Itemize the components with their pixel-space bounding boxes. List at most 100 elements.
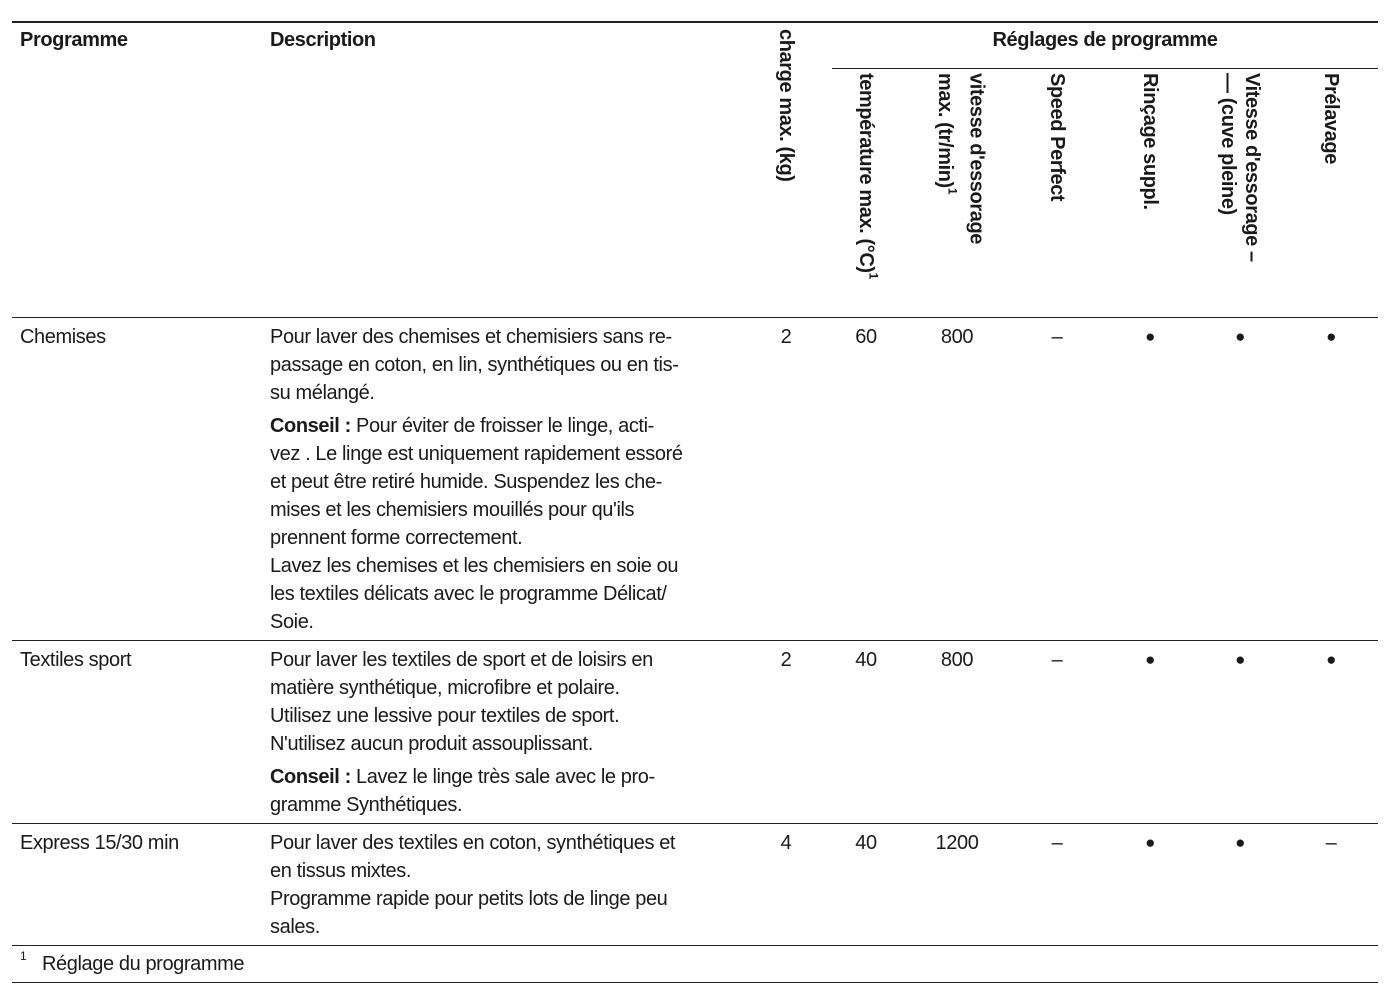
description: Pour laver des chemises et chemisiers sa… — [270, 323, 750, 636]
description: Pour laver des textiles en coton, synthé… — [270, 829, 750, 941]
header-setting-line: vitesse d'essorage — [965, 73, 989, 244]
programme-name: Express 15/30 min — [20, 832, 179, 854]
header-programme: Programme — [20, 29, 128, 51]
description-line: Conseil : Pour éviter de froisser le lin… — [270, 412, 750, 440]
header-text: vitesse d'essorage — [965, 73, 988, 244]
table-body: Chemises Pour laver des chemises et chemi… — [12, 318, 1378, 946]
cell-value: ● — [1145, 833, 1155, 852]
header-setting: Prélavage — [1319, 73, 1343, 164]
cell-value: – — [1051, 832, 1063, 854]
cell-value: 2 — [780, 326, 792, 348]
footnote-text: Réglage du programme — [42, 953, 245, 975]
description-text: Pour éviter de froisser le linge, acti- — [350, 415, 654, 437]
description-line: Conseil : Lavez le linge très sale avec … — [270, 763, 750, 791]
description-text: Lavez les chemises et les chemisiers en … — [270, 555, 679, 577]
cell-value: 4 — [780, 832, 792, 854]
description-text: en tissus mixtes. — [270, 860, 412, 882]
description-text: su mélangé. — [270, 382, 375, 404]
footnote: 1 Réglage du programme — [12, 946, 1378, 983]
header-group: Réglages de programme — [992, 29, 1218, 51]
description-text: N'utilisez aucun produit assouplissant. — [270, 733, 593, 755]
description-text: et peut être retiré humide. Suspendez le… — [270, 471, 662, 493]
table: Programme Description charge max. (kg) R… — [12, 21, 1378, 983]
description-line: Utilisez une lessive pour textiles de sp… — [270, 702, 750, 730]
header-setting: Vitesse d'essorage – — (cuve pleine) — [1216, 73, 1264, 262]
header-text: Rinçage suppl. — [1139, 73, 1161, 210]
cell-value: ● — [1326, 650, 1336, 669]
cell-value: ● — [1326, 327, 1336, 346]
header-text: Speed Perfect — [1046, 73, 1068, 202]
cell-value: ● — [1145, 327, 1155, 346]
programme-name: Chemises — [20, 326, 106, 348]
header-setting-line: température max. (°C)1 — [854, 73, 886, 279]
description-text: mises et les chemisiers mouillés pour qu… — [270, 499, 635, 521]
description-line: Pour laver des textiles en coton, synthé… — [270, 829, 750, 857]
description-text: passage en coton, en lin, synthétiques o… — [270, 354, 679, 376]
description-line: prennent forme correctement. — [270, 524, 750, 552]
description-line: mises et les chemisiers mouillés pour qu… — [270, 496, 750, 524]
cell-value: – — [1051, 649, 1063, 671]
description-line: Programme rapide pour petits lots de lin… — [270, 885, 750, 913]
description-paragraph: Pour laver les textiles de sport et de l… — [270, 646, 750, 758]
description-line: gramme Synthétiques. — [270, 791, 750, 819]
programme-name: Textiles sport — [20, 649, 132, 671]
description-text: Programme rapide pour petits lots de lin… — [270, 888, 668, 910]
table-row: Chemises Pour laver des chemises et chemi… — [12, 318, 1378, 641]
description-text: Pour laver des textiles en coton, synthé… — [270, 832, 676, 854]
header-setting-line: — (cuve pleine) — [1216, 73, 1240, 262]
header-setting: Speed Perfect — [1045, 73, 1069, 201]
cell-value: – — [1325, 832, 1337, 854]
header-text: température max. (°C) — [855, 73, 877, 273]
description-line: Pour laver des chemises et chemisiers sa… — [270, 323, 750, 351]
header-description: Description — [270, 29, 376, 51]
cell-value: 800 — [940, 649, 974, 671]
header-setting-line: max. (tr/min)1 — [933, 73, 965, 244]
cell-value: ● — [1235, 650, 1245, 669]
cell-value: – — [1051, 326, 1063, 348]
cell-value: ● — [1145, 650, 1155, 669]
header-text: Prélavage — [1320, 73, 1342, 164]
description-text: gramme Synthétiques. — [270, 794, 463, 816]
description: Pour laver les textiles de sport et de l… — [270, 646, 750, 819]
footnote-ref: 1 — [945, 187, 960, 195]
footnote-mark: 1 — [20, 949, 27, 963]
description-text: Utilisez une lessive pour textiles de sp… — [270, 705, 620, 727]
header-setting-line: Rinçage suppl. — [1138, 73, 1162, 210]
header-text: max. (tr/min) — [934, 73, 956, 188]
description-text: Lavez le linge très sale avec le pro- — [350, 766, 655, 788]
tip-label: Conseil : — [270, 766, 351, 788]
description-paragraph: Conseil : Pour éviter de froisser le lin… — [270, 412, 750, 552]
description-line: Lavez les chemises et les chemisiers en … — [270, 552, 750, 580]
description-paragraph: Pour laver des chemises et chemisiers sa… — [270, 323, 750, 407]
header-setting: vitesse d'essorage max. (tr/min)1 — [933, 73, 989, 244]
cell-value: 40 — [855, 832, 877, 854]
description-line: les textiles délicats avec le programme … — [270, 580, 750, 608]
header-setting-line: Prélavage — [1319, 73, 1343, 164]
cell-value: ● — [1235, 327, 1245, 346]
header-setting: température max. (°C)1 — [854, 73, 886, 279]
header-setting-line: Speed Perfect — [1045, 73, 1069, 201]
table-row: Express 15/30 min Pour laver des textiles… — [12, 824, 1378, 946]
cell-value: 60 — [855, 326, 877, 348]
description-paragraph: Pour laver des textiles en coton, synthé… — [270, 829, 750, 941]
cell-value: ● — [1235, 833, 1245, 852]
description-line: vez . Le linge est uniquement rapidement… — [270, 440, 750, 468]
header-setting: Rinçage suppl. — [1138, 73, 1162, 210]
header-setting-line: Vitesse d'essorage – — [1240, 73, 1264, 262]
description-text: matière synthétique, microfibre et polai… — [270, 677, 620, 699]
description-line: et peut être retiré humide. Suspendez le… — [270, 468, 750, 496]
group-rule — [832, 68, 1378, 69]
description-text: Soie. — [270, 611, 314, 633]
description-line: sales. — [270, 913, 750, 941]
cell-value: 1200 — [935, 832, 979, 854]
description-line: Pour laver les textiles de sport et de l… — [270, 646, 750, 674]
description-line: su mélangé. — [270, 379, 750, 407]
cell-value: 800 — [940, 326, 974, 348]
header-text: Vitesse d'essorage – — [1241, 73, 1263, 262]
description-text: prennent forme correctement. — [270, 527, 523, 549]
description-text: les textiles délicats avec le programme … — [270, 583, 667, 605]
description-paragraph: Lavez les chemises et les chemisiers en … — [270, 552, 750, 636]
table-row: Textiles sport Pour laver les textiles de… — [12, 641, 1378, 824]
description-line: N'utilisez aucun produit assouplissant. — [270, 730, 750, 758]
